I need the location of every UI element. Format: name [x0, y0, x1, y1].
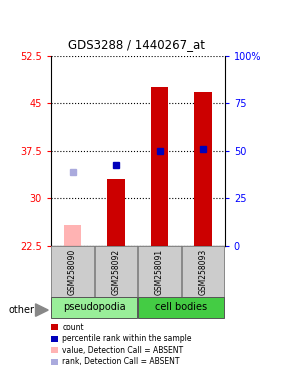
Text: pseudopodia: pseudopodia	[63, 302, 126, 313]
Text: GSM258092: GSM258092	[111, 248, 121, 295]
Polygon shape	[35, 304, 48, 316]
Bar	[182, 246, 224, 298]
Text: GSM258090: GSM258090	[68, 248, 77, 295]
Bar	[95, 246, 137, 298]
Text: value, Detection Call = ABSENT: value, Detection Call = ABSENT	[62, 346, 184, 355]
Bar	[138, 246, 181, 298]
Text: rank, Detection Call = ABSENT: rank, Detection Call = ABSENT	[62, 357, 180, 366]
Bar	[194, 92, 212, 246]
Text: percentile rank within the sample: percentile rank within the sample	[62, 334, 192, 343]
Text: GSM258093: GSM258093	[198, 248, 208, 295]
Text: GDS3288 / 1440267_at: GDS3288 / 1440267_at	[68, 38, 205, 51]
Text: GSM258091: GSM258091	[155, 248, 164, 295]
Text: count: count	[62, 323, 84, 332]
Bar	[138, 297, 224, 318]
Bar	[107, 179, 125, 246]
Bar	[151, 88, 168, 246]
Bar	[51, 246, 94, 298]
Bar	[64, 225, 81, 246]
Bar	[51, 297, 137, 318]
Text: cell bodies: cell bodies	[155, 302, 207, 313]
Text: other: other	[9, 305, 35, 315]
